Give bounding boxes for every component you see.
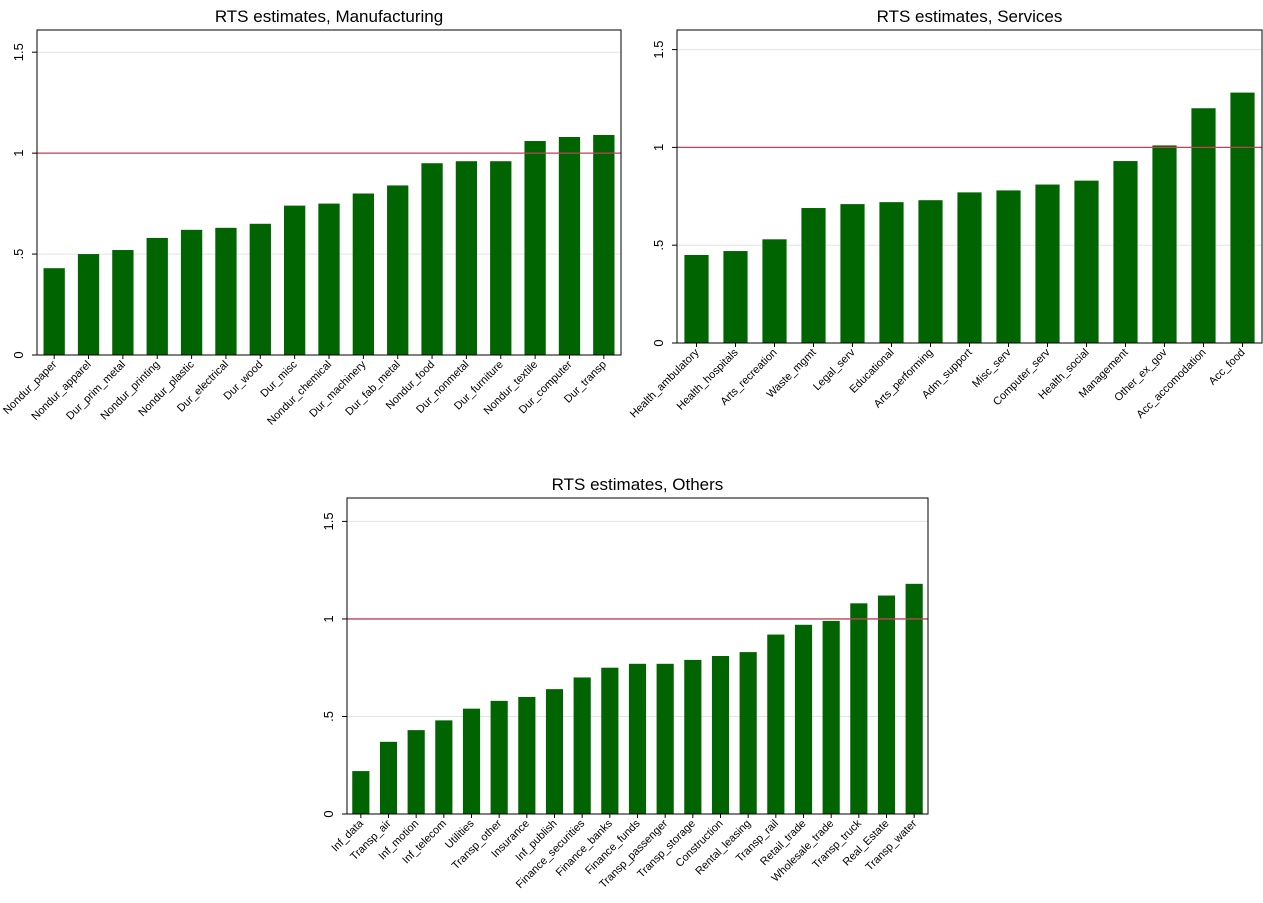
plot-frame [346, 497, 929, 815]
bar [1230, 92, 1255, 343]
bar [684, 659, 702, 814]
bar [43, 268, 65, 355]
bar [711, 656, 730, 814]
bar [1152, 145, 1177, 343]
x-tick-label: Nondur_apparel [29, 359, 93, 423]
bar [601, 667, 619, 814]
bar [684, 254, 709, 343]
bar [573, 677, 591, 814]
bar [593, 134, 615, 355]
x-tick-label: Acc_food [1207, 347, 1248, 388]
bar [490, 700, 508, 814]
chart-title: RTS estimates, Manufacturing [215, 7, 443, 26]
chart-title: RTS estimates, Others [552, 475, 724, 494]
bar [739, 652, 757, 814]
x-tick-label: Health_ambulatory [628, 346, 702, 420]
bar [318, 203, 340, 355]
x-tick-label: Nondur_chemical [265, 359, 334, 428]
bar [407, 730, 425, 814]
bar [387, 185, 409, 355]
bar [1191, 108, 1216, 343]
x-tick-label: Acc_accomodation [1134, 347, 1208, 421]
bar [762, 239, 787, 343]
bar [462, 708, 481, 814]
bar [628, 663, 647, 814]
y-tick-label: .5 [321, 711, 336, 722]
bar [957, 192, 982, 343]
bar [455, 161, 478, 355]
x-tick-label: Dur_prim_metal [64, 359, 128, 423]
bar [146, 237, 168, 355]
bar [352, 771, 370, 814]
x-tick-label: Nondur_printing [99, 359, 163, 423]
y-tick-label: 1 [11, 150, 26, 157]
bar [840, 204, 865, 343]
bar [1035, 184, 1060, 343]
plot-frame [676, 29, 1263, 344]
bar [1074, 180, 1099, 343]
bar [379, 741, 398, 814]
bar [723, 251, 748, 343]
chart-title: RTS estimates, Services [877, 7, 1063, 26]
bar [996, 190, 1021, 343]
bar [794, 624, 813, 814]
bar [656, 663, 674, 814]
bar [1113, 161, 1138, 343]
y-tick-label: 1 [651, 144, 666, 151]
bar [180, 229, 203, 355]
bar [215, 227, 237, 355]
y-tick-label: .5 [651, 240, 666, 251]
y-tick-label: 1 [321, 615, 336, 622]
bar [850, 603, 868, 814]
bar [879, 202, 904, 343]
bar [905, 583, 923, 814]
bar [77, 254, 100, 355]
y-tick-label: 0 [321, 810, 336, 817]
y-tick-label: 1.5 [651, 41, 666, 59]
bar [877, 595, 896, 814]
y-tick-label: 1.5 [321, 512, 336, 530]
bar [490, 161, 512, 355]
bar [822, 620, 840, 814]
bar [767, 634, 785, 814]
bar [801, 208, 826, 343]
y-tick-label: 0 [11, 351, 26, 358]
y-tick-label: 1.5 [11, 43, 26, 61]
bar [352, 193, 375, 355]
bar [558, 136, 581, 355]
bar [249, 223, 271, 355]
y-tick-label: 0 [651, 339, 666, 346]
bar [283, 205, 306, 355]
bar [435, 720, 453, 814]
bar [524, 141, 546, 355]
bar [421, 163, 443, 355]
bar [918, 200, 943, 343]
plot-frame [36, 29, 622, 356]
bar [545, 689, 564, 814]
bar [112, 250, 134, 355]
y-tick-label: .5 [11, 249, 26, 260]
bar [518, 696, 536, 814]
